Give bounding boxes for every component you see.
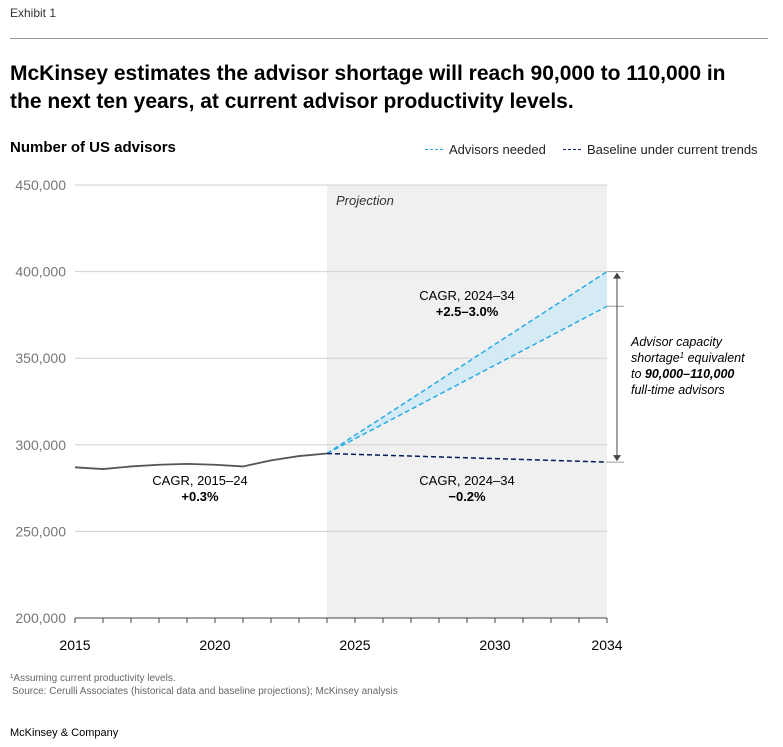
y-tick-label: 350,000 — [15, 350, 66, 366]
y-tick-label: 200,000 — [15, 610, 66, 626]
cagr-history-label: CAGR, 2015–24 — [152, 473, 247, 488]
legend-label-advisors-needed: Advisors needed — [449, 142, 546, 157]
series-line-needed-low — [326, 305, 608, 455]
x-tick-label: 2025 — [339, 637, 370, 653]
bracket-arrow-up-icon — [613, 272, 621, 279]
shortage-text-line3: to 90,000–110,000 — [631, 367, 734, 381]
y-tick-label: 450,000 — [15, 177, 66, 193]
legend-item-baseline: Baseline under current trends — [563, 142, 758, 157]
brand-footer: McKinsey & Company — [10, 727, 119, 739]
projection-region — [327, 185, 607, 618]
cagr-baseline-value: −0.2% — [448, 489, 486, 504]
legend-item-advisors-needed: Advisors needed — [425, 142, 546, 157]
shortage-text-line1: Advisor capacity — [630, 335, 723, 349]
chart-title: McKinsey estimates the advisor shortage … — [10, 62, 726, 113]
header-divider — [10, 38, 768, 39]
cagr-needed-label: CAGR, 2024–34 — [419, 288, 514, 303]
shortage-text-line2: shortage1 equivalent — [631, 351, 745, 366]
cagr-baseline-label: CAGR, 2024–34 — [419, 473, 514, 488]
shortage-text-line4: full-time advisors — [631, 383, 725, 397]
exhibit-label: Exhibit 1 — [10, 6, 57, 20]
projection-label: Projection — [336, 193, 394, 208]
series-line-baseline — [326, 452, 608, 463]
source-note: Source: Cerulli Associates (historical d… — [12, 686, 398, 697]
bracket-arrow-down-icon — [613, 455, 621, 462]
legend-swatch-baseline — [563, 149, 581, 150]
series-line-historical — [74, 452, 328, 470]
y-tick-label: 400,000 — [15, 264, 66, 280]
chart-plot: Projection 450,000 400,000 350,000 300,000 25… — [15, 177, 745, 653]
x-tick-label: 2030 — [479, 637, 510, 653]
y-tick-label: 300,000 — [15, 437, 66, 453]
x-tick-label: 2020 — [199, 637, 230, 653]
cagr-needed-value: +2.5–3.0% — [436, 304, 499, 319]
cagr-history-value: +0.3% — [181, 489, 219, 504]
x-tick-label: 2015 — [59, 637, 90, 653]
legend-swatch-advisors-needed — [425, 149, 443, 150]
x-tick-label: 2034 — [591, 637, 622, 653]
footnote: ¹Assuming current productivity levels. — [10, 673, 176, 684]
y-tick-label: 250,000 — [15, 523, 66, 539]
legend-label-baseline: Baseline under current trends — [587, 142, 758, 157]
y-axis-title: Number of US advisors — [10, 139, 176, 156]
